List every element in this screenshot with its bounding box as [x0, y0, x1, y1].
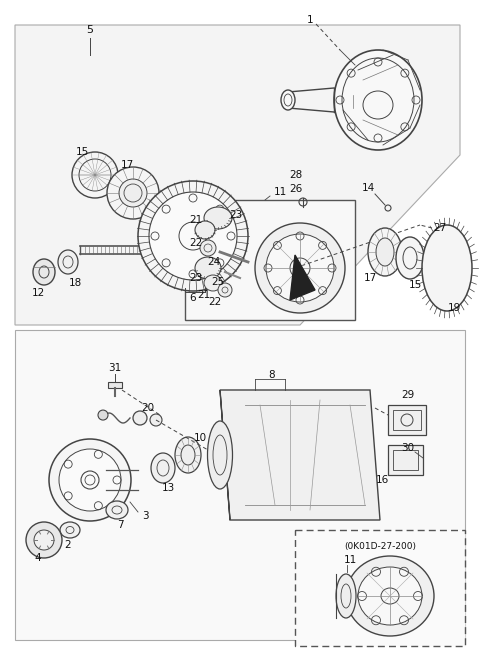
- Ellipse shape: [59, 449, 121, 511]
- Text: 28: 28: [289, 170, 302, 180]
- Bar: [388, 445, 423, 475]
- Circle shape: [34, 530, 54, 550]
- Text: 11: 11: [343, 555, 357, 565]
- Circle shape: [98, 410, 108, 420]
- Ellipse shape: [175, 437, 201, 473]
- Ellipse shape: [138, 181, 248, 291]
- Text: 15: 15: [408, 280, 421, 290]
- Ellipse shape: [368, 228, 402, 276]
- Ellipse shape: [49, 439, 131, 521]
- Text: 19: 19: [447, 303, 461, 313]
- Ellipse shape: [207, 421, 232, 489]
- Text: 26: 26: [289, 184, 302, 194]
- Bar: [393, 450, 418, 470]
- Bar: [15, 330, 465, 640]
- Ellipse shape: [151, 453, 175, 483]
- Ellipse shape: [266, 234, 334, 302]
- Bar: [185, 200, 355, 320]
- Text: 21: 21: [197, 290, 211, 300]
- Ellipse shape: [33, 259, 55, 285]
- Text: 14: 14: [361, 183, 374, 193]
- Text: 23: 23: [229, 210, 242, 220]
- Ellipse shape: [204, 207, 232, 229]
- Bar: [295, 530, 465, 646]
- Text: 15: 15: [75, 147, 89, 157]
- Polygon shape: [15, 25, 460, 325]
- Ellipse shape: [396, 237, 424, 279]
- Ellipse shape: [181, 445, 195, 465]
- Text: 27: 27: [433, 223, 446, 233]
- Ellipse shape: [195, 221, 215, 239]
- Polygon shape: [290, 255, 315, 300]
- Text: 23: 23: [190, 273, 203, 283]
- Ellipse shape: [204, 275, 222, 291]
- Text: 6: 6: [190, 293, 196, 303]
- Ellipse shape: [119, 179, 147, 207]
- Text: 30: 30: [401, 443, 415, 453]
- Text: 25: 25: [211, 277, 225, 287]
- Text: 1: 1: [307, 15, 313, 25]
- Text: 24: 24: [207, 257, 221, 267]
- Polygon shape: [220, 390, 380, 520]
- Circle shape: [133, 411, 147, 425]
- Ellipse shape: [195, 257, 221, 279]
- Text: 4: 4: [35, 553, 41, 563]
- Text: 31: 31: [108, 363, 121, 373]
- Text: 22: 22: [208, 297, 222, 307]
- Ellipse shape: [72, 152, 118, 198]
- Text: 8: 8: [269, 370, 276, 380]
- Ellipse shape: [141, 241, 169, 261]
- Ellipse shape: [200, 240, 216, 256]
- Ellipse shape: [60, 522, 80, 538]
- Bar: [393, 410, 421, 430]
- Ellipse shape: [281, 90, 295, 110]
- Ellipse shape: [106, 501, 128, 519]
- Bar: [388, 405, 426, 435]
- Text: 13: 13: [161, 483, 175, 493]
- Ellipse shape: [218, 283, 232, 297]
- Ellipse shape: [358, 567, 422, 625]
- Text: 20: 20: [142, 403, 155, 413]
- Text: 21: 21: [190, 215, 203, 225]
- Text: 7: 7: [117, 520, 123, 530]
- Text: 2: 2: [65, 540, 72, 550]
- Text: 5: 5: [86, 25, 94, 35]
- Bar: [108, 382, 122, 388]
- Text: 22: 22: [190, 238, 203, 248]
- Ellipse shape: [58, 250, 78, 274]
- Text: (0K01D-27-200): (0K01D-27-200): [344, 541, 416, 550]
- Text: 18: 18: [68, 278, 82, 288]
- Text: 17: 17: [363, 273, 377, 283]
- Polygon shape: [220, 390, 230, 520]
- Text: 3: 3: [142, 511, 148, 521]
- Circle shape: [26, 522, 62, 558]
- Ellipse shape: [376, 238, 394, 266]
- Ellipse shape: [336, 574, 356, 618]
- Ellipse shape: [346, 556, 434, 636]
- Text: 16: 16: [375, 475, 389, 485]
- Ellipse shape: [255, 223, 345, 313]
- Text: 17: 17: [120, 160, 133, 170]
- Text: 29: 29: [401, 390, 415, 400]
- Ellipse shape: [149, 192, 237, 280]
- Text: 11: 11: [274, 187, 287, 197]
- Ellipse shape: [334, 50, 422, 150]
- Circle shape: [150, 414, 162, 426]
- Ellipse shape: [422, 225, 472, 311]
- Text: 12: 12: [31, 288, 45, 298]
- Ellipse shape: [107, 167, 159, 219]
- Text: 10: 10: [193, 433, 206, 443]
